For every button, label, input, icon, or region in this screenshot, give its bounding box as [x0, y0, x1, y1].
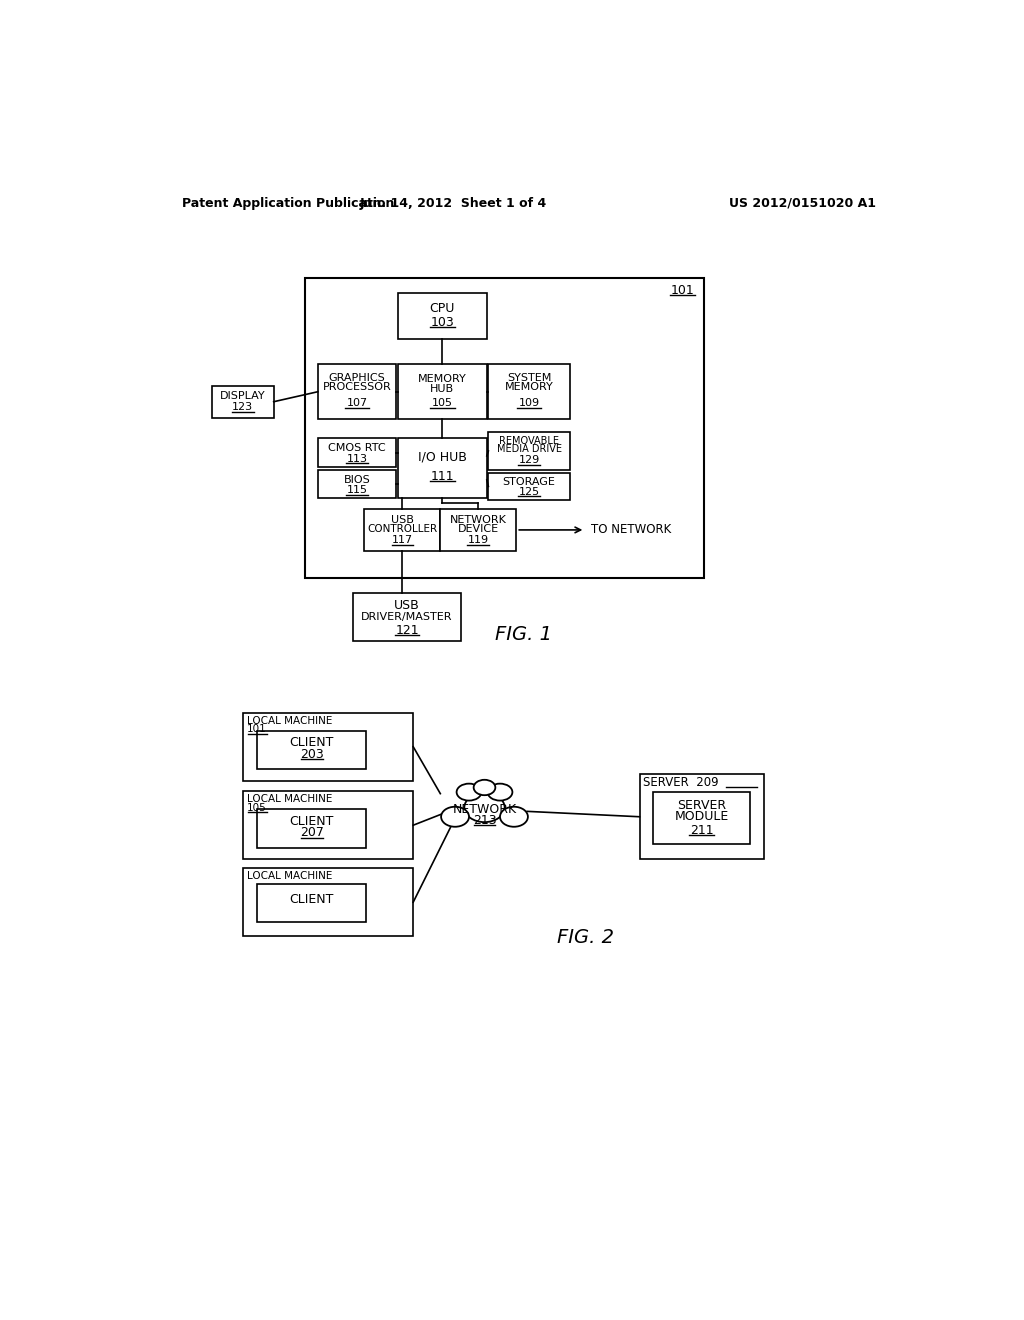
Text: 121: 121	[395, 624, 419, 638]
Bar	[243, 869, 414, 936]
Bar	[653, 792, 750, 845]
Ellipse shape	[457, 784, 481, 800]
Text: DISPLAY: DISPLAY	[220, 391, 265, 401]
Bar	[305, 277, 703, 578]
Text: 211: 211	[690, 824, 714, 837]
Ellipse shape	[441, 807, 469, 826]
Text: 105: 105	[247, 803, 266, 813]
Text: MEMORY: MEMORY	[505, 381, 553, 392]
Bar	[397, 293, 486, 339]
Text: MODULE: MODULE	[675, 810, 729, 824]
Text: CLIENT: CLIENT	[290, 892, 334, 906]
Text: 113: 113	[346, 454, 368, 463]
Text: FIG. 2: FIG. 2	[557, 928, 613, 948]
Bar	[365, 508, 440, 552]
Bar	[257, 884, 366, 923]
Bar	[317, 470, 396, 498]
Text: Jun. 14, 2012  Sheet 1 of 4: Jun. 14, 2012 Sheet 1 of 4	[359, 197, 547, 210]
Text: 213: 213	[473, 814, 497, 828]
Text: GRAPHICS: GRAPHICS	[329, 372, 385, 383]
Bar	[397, 364, 486, 420]
Bar	[317, 364, 396, 420]
Text: Patent Application Publication: Patent Application Publication	[182, 197, 394, 210]
Bar	[317, 438, 396, 467]
Text: US 2012/0151020 A1: US 2012/0151020 A1	[729, 197, 876, 210]
Text: CMOS RTC: CMOS RTC	[329, 444, 386, 453]
Text: FIG. 1: FIG. 1	[495, 624, 552, 644]
Text: NETWORK: NETWORK	[450, 515, 507, 524]
Text: CPU: CPU	[430, 302, 455, 315]
Text: 107: 107	[346, 399, 368, 408]
Bar	[440, 508, 516, 552]
Text: 103: 103	[430, 315, 454, 329]
Text: DRIVER/MASTER: DRIVER/MASTER	[361, 611, 453, 622]
Text: SERVER  209: SERVER 209	[643, 776, 719, 789]
Bar	[488, 364, 569, 420]
Bar	[257, 730, 366, 770]
Ellipse shape	[487, 784, 512, 800]
Text: 123: 123	[232, 403, 253, 412]
Text: 129: 129	[518, 455, 540, 465]
Bar	[243, 713, 414, 780]
Text: 207: 207	[300, 826, 324, 840]
Text: 105: 105	[432, 399, 453, 408]
Text: REMOVABLE: REMOVABLE	[499, 436, 559, 446]
Text: TO NETWORK: TO NETWORK	[592, 524, 672, 536]
Bar	[257, 809, 366, 847]
Ellipse shape	[474, 780, 496, 795]
Text: 101: 101	[247, 723, 266, 734]
Ellipse shape	[464, 793, 505, 822]
Text: I/O HUB: I/O HUB	[418, 450, 467, 463]
Bar	[488, 473, 569, 500]
Text: LOCAL MACHINE: LOCAL MACHINE	[247, 795, 332, 804]
Text: 203: 203	[300, 748, 324, 760]
Text: 125: 125	[518, 487, 540, 496]
Text: 109: 109	[518, 399, 540, 408]
Text: LOCAL MACHINE: LOCAL MACHINE	[247, 871, 332, 880]
Bar	[397, 438, 486, 498]
Text: SERVER: SERVER	[677, 800, 726, 813]
Text: PROCESSOR: PROCESSOR	[323, 381, 391, 392]
Text: USB: USB	[394, 599, 420, 612]
Bar	[352, 594, 461, 642]
Text: CLIENT: CLIENT	[290, 737, 334, 750]
Text: 115: 115	[346, 486, 368, 495]
Bar	[640, 775, 764, 859]
Text: CONTROLLER: CONTROLLER	[368, 524, 437, 533]
Ellipse shape	[500, 807, 528, 826]
Text: 111: 111	[430, 470, 454, 483]
Text: DEVICE: DEVICE	[458, 524, 499, 533]
Text: MEMORY: MEMORY	[418, 375, 467, 384]
Text: 117: 117	[392, 536, 413, 545]
Bar	[488, 432, 569, 470]
Text: CLIENT: CLIENT	[290, 814, 334, 828]
Text: LOCAL MACHINE: LOCAL MACHINE	[247, 715, 332, 726]
Bar	[243, 792, 414, 859]
Text: BIOS: BIOS	[344, 475, 371, 486]
Text: 101: 101	[671, 284, 694, 297]
Text: USB: USB	[391, 515, 414, 524]
Text: NETWORK: NETWORK	[453, 804, 516, 816]
Bar	[212, 385, 273, 418]
Text: SYSTEM: SYSTEM	[507, 372, 551, 383]
Text: STORAGE: STORAGE	[503, 477, 555, 487]
Text: 119: 119	[468, 536, 488, 545]
Text: MEDIA DRIVE: MEDIA DRIVE	[497, 445, 561, 454]
Text: HUB: HUB	[430, 384, 455, 395]
